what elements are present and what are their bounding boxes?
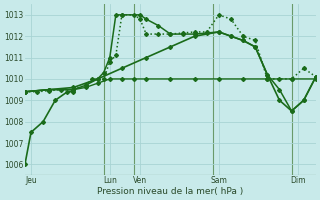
X-axis label: Pression niveau de la mer( hPa ): Pression niveau de la mer( hPa ) <box>97 187 244 196</box>
